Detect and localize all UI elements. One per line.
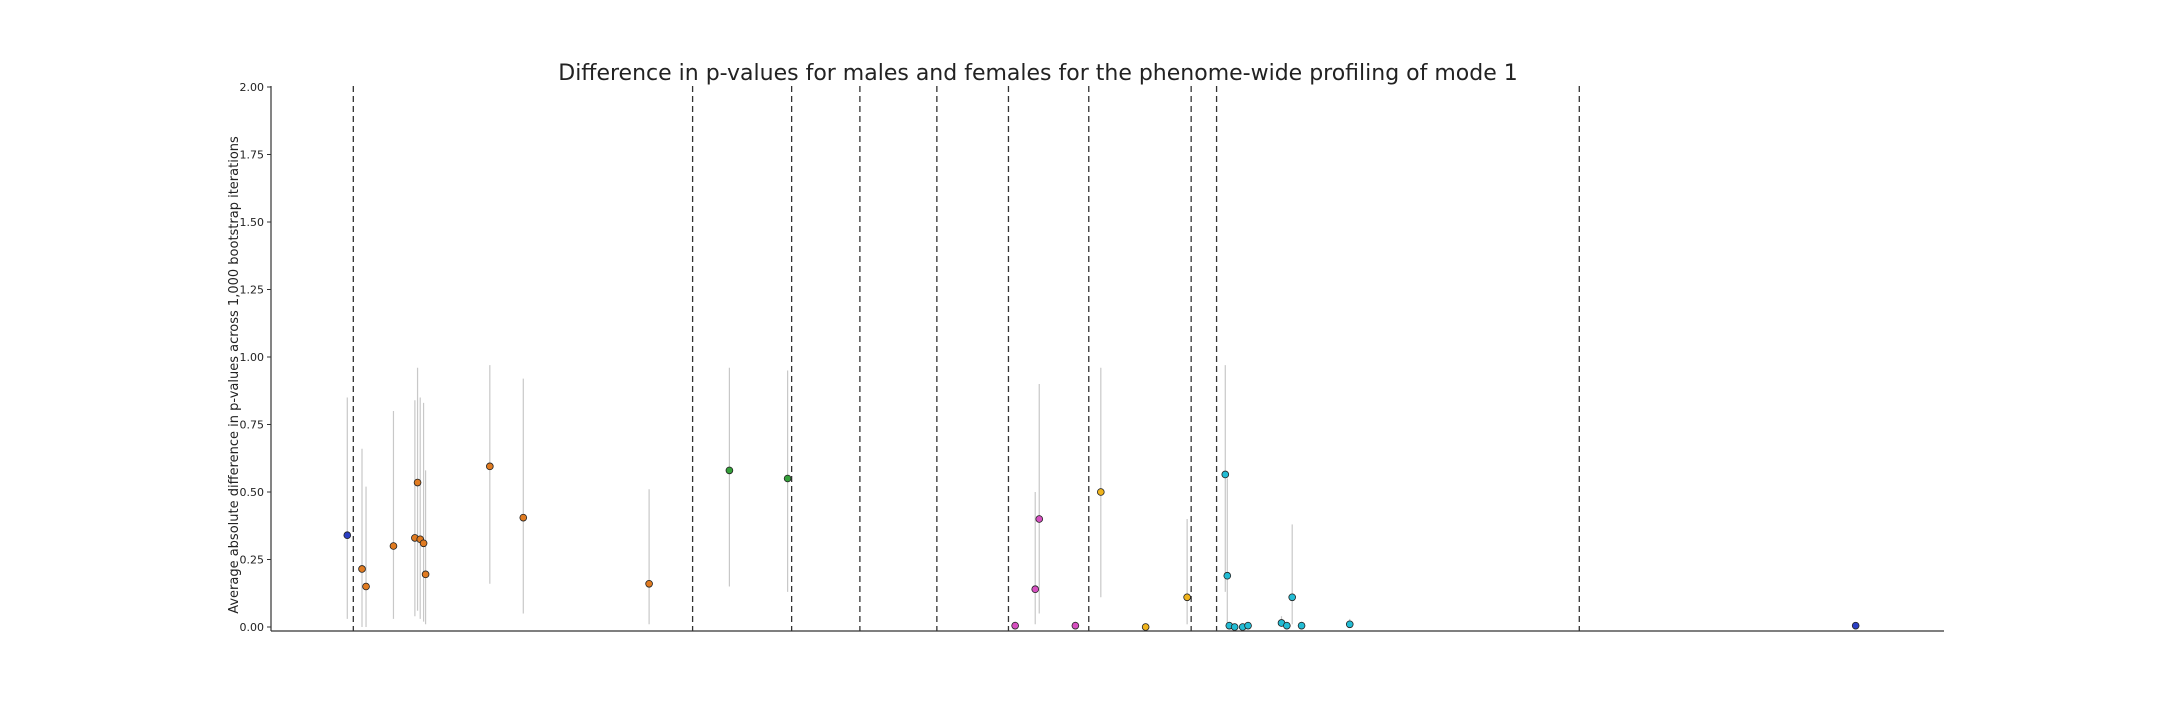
data-point [486, 462, 494, 471]
y-tick-label: 1.50 [240, 216, 265, 229]
data-point [362, 582, 370, 591]
data-point [1035, 515, 1044, 523]
y-tick-label: 1.75 [240, 149, 265, 162]
data-point [358, 565, 366, 573]
data-point [1851, 621, 1860, 630]
data-point [1011, 621, 1019, 630]
data-point [1230, 623, 1239, 631]
chart-title: Difference in p-values for males and fem… [558, 61, 1518, 86]
y-tick-label: 0.50 [240, 486, 265, 499]
error-bars [346, 365, 1857, 627]
data-point [419, 539, 428, 548]
data-points [343, 462, 1860, 631]
data-point [1283, 621, 1291, 630]
data-point [1297, 621, 1306, 630]
data-point [389, 542, 398, 550]
data-point [343, 531, 352, 539]
data-point [783, 474, 792, 483]
data-point [1221, 470, 1230, 479]
data-point [1097, 488, 1105, 496]
y-tick-label: 1.00 [240, 351, 265, 364]
data-point [519, 513, 528, 522]
data-point [1223, 571, 1232, 580]
data-point [1031, 585, 1040, 593]
category-separators [352, 86, 1580, 631]
data-point [1288, 593, 1296, 602]
data-point [645, 579, 653, 588]
y-tick-label: 0.00 [240, 621, 265, 634]
y-tick-label: 0.75 [240, 419, 265, 432]
data-point [725, 466, 734, 475]
data-point [421, 570, 430, 579]
data-point [1244, 621, 1252, 630]
y-tick-label: 2.00 [240, 81, 265, 94]
y-tick-label: 0.25 [240, 554, 265, 567]
data-point [413, 478, 422, 487]
y-tick-label: 1.25 [240, 284, 265, 297]
data-point [1071, 621, 1080, 630]
y-axis-label: Average absolute difference in p-values … [227, 136, 242, 614]
y-axis-ticks: 0.00 0.25 0.50 0.75 1.00 1.25 1.50 1.75 2.00 [240, 81, 271, 634]
data-point [1141, 623, 1150, 631]
data-point [1345, 620, 1354, 629]
data-point [1183, 593, 1191, 602]
